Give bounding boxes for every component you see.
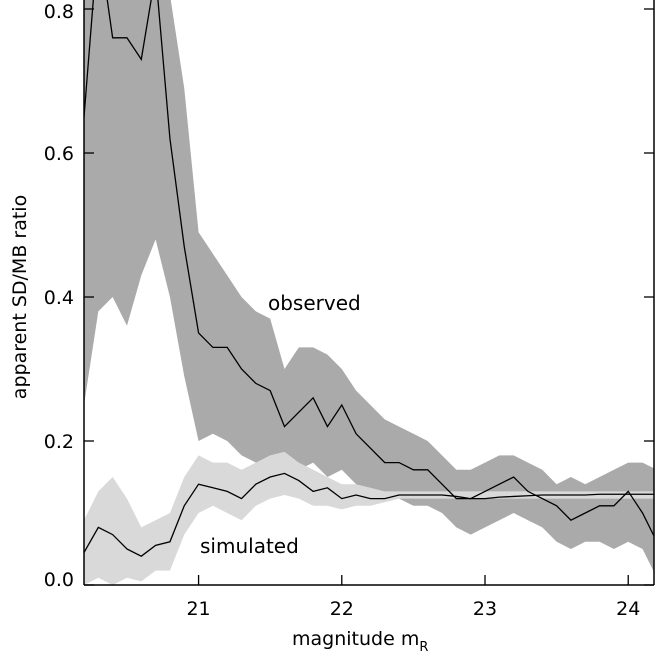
y-tick-label: 0.6 bbox=[44, 143, 74, 165]
annotation: simulated bbox=[200, 534, 299, 558]
x-axis-label-sub: R bbox=[419, 640, 428, 655]
y-tick-label: 0.0 bbox=[44, 569, 74, 591]
band bbox=[84, 0, 654, 573]
y-tick-label: 0.2 bbox=[44, 431, 74, 453]
plot-area bbox=[84, 0, 654, 585]
y-axis-label: apparent SD/MB ratio bbox=[9, 195, 31, 399]
y-tick-label: 0.4 bbox=[44, 287, 74, 309]
x-tick-label: 21 bbox=[186, 598, 210, 620]
axes: observed simulated 0.0 0.2 0.4 0.6 0.8 21 22 23 24… bbox=[9, 0, 655, 655]
x-tick-label: 22 bbox=[330, 598, 354, 620]
band bbox=[84, 451, 654, 585]
line bbox=[84, 0, 654, 538]
x-tick-label: 23 bbox=[473, 598, 497, 620]
line bbox=[84, 472, 654, 557]
y-tick-label: 0.8 bbox=[44, 1, 74, 23]
x-axis-label-main: magnitude m bbox=[292, 628, 419, 650]
annotation: observed bbox=[268, 291, 361, 315]
x-tick-label: 24 bbox=[616, 598, 640, 620]
x-axis-label: magnitude mR bbox=[292, 628, 428, 655]
